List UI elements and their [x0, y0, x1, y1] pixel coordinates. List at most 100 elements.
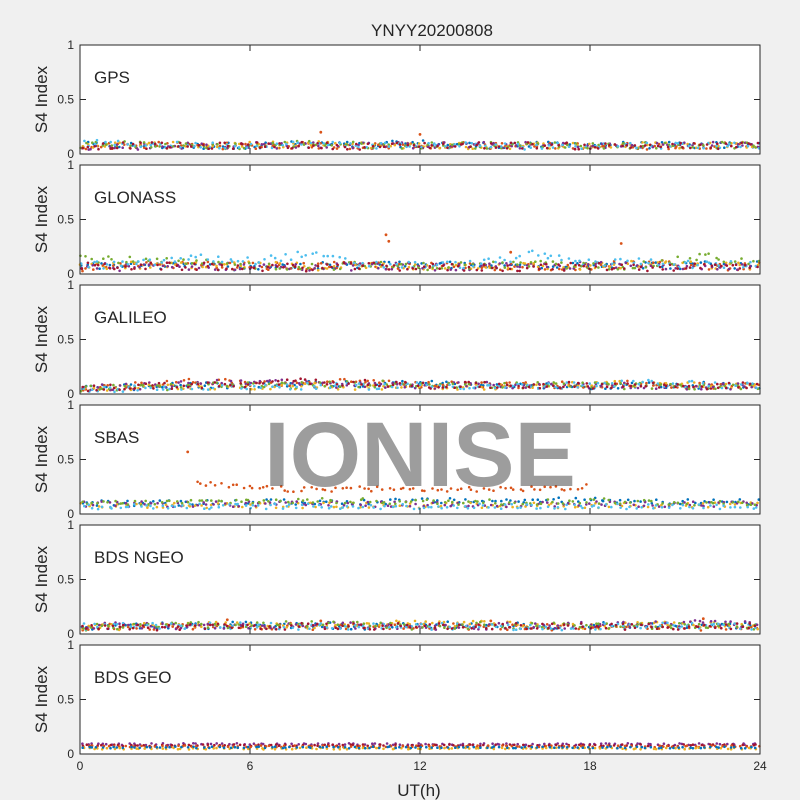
- data-point: [104, 742, 108, 746]
- scatter-points: [80, 617, 759, 632]
- data-point: [358, 148, 362, 151]
- data-point: [408, 502, 412, 505]
- data-point: [84, 385, 88, 388]
- data-point: [142, 263, 146, 266]
- data-point: [543, 485, 546, 489]
- data-point: [564, 507, 567, 511]
- data-point: [522, 743, 525, 747]
- data-point: [513, 743, 516, 747]
- data-point: [200, 625, 203, 629]
- data-point: [702, 504, 705, 508]
- data-point: [495, 383, 499, 386]
- data-point: [176, 500, 179, 503]
- data-point: [215, 746, 218, 750]
- data-point: [387, 143, 391, 146]
- data-point: [446, 268, 449, 272]
- data-point: [278, 626, 282, 629]
- data-point: [191, 505, 195, 508]
- data-point: [477, 628, 480, 631]
- data-point: [142, 744, 146, 747]
- data-point: [129, 147, 132, 150]
- data-point: [303, 382, 307, 386]
- data-point: [166, 145, 170, 148]
- data-point: [258, 381, 261, 385]
- data-point: [712, 622, 715, 626]
- data-point: [258, 379, 262, 383]
- data-point: [525, 627, 528, 631]
- data-point: [136, 623, 140, 627]
- data-point: [373, 385, 377, 389]
- data-point: [354, 263, 357, 267]
- data-point: [637, 505, 640, 509]
- data-point: [140, 744, 143, 748]
- data-point: [345, 140, 349, 144]
- data-point: [357, 145, 360, 149]
- data-point: [334, 141, 337, 145]
- data-point: [309, 144, 313, 147]
- data-point: [440, 488, 443, 491]
- data-point: [718, 507, 722, 511]
- data-point: [688, 257, 692, 260]
- data-point: [565, 141, 568, 144]
- data-point: [424, 620, 428, 623]
- data-point: [265, 627, 268, 631]
- data-point: [323, 488, 327, 492]
- data-point: [740, 257, 743, 260]
- data-point: [163, 385, 166, 389]
- data-point: [491, 499, 494, 503]
- data-point: [692, 381, 696, 384]
- data-point: [521, 502, 524, 506]
- data-point: [337, 742, 341, 746]
- data-point: [739, 383, 743, 386]
- data-point: [147, 503, 150, 506]
- data-point: [357, 382, 361, 385]
- data-point: [689, 263, 693, 267]
- data-point: [454, 263, 458, 267]
- data-point: [245, 146, 249, 149]
- data-point: [168, 499, 171, 503]
- data-point: [742, 266, 745, 269]
- data-point: [334, 744, 337, 748]
- data-point: [603, 264, 606, 268]
- data-point: [655, 147, 658, 150]
- data-point: [626, 742, 630, 745]
- data-point: [174, 627, 178, 631]
- data-point: [531, 386, 534, 390]
- data-point: [495, 504, 499, 508]
- data-point: [248, 622, 251, 625]
- data-point: [699, 261, 703, 264]
- data-point: [299, 388, 303, 391]
- data-point: [223, 623, 226, 626]
- data-point: [613, 258, 617, 261]
- data-point: [548, 147, 551, 150]
- data-point: [351, 142, 354, 146]
- data-point: [619, 625, 622, 628]
- scatter-points: [78, 233, 761, 273]
- data-point: [311, 252, 315, 255]
- data-point: [489, 145, 493, 149]
- data-point: [420, 622, 423, 626]
- data-point: [143, 747, 146, 750]
- data-point: [712, 498, 715, 502]
- data-point: [209, 481, 212, 484]
- data-point: [532, 262, 535, 265]
- data-point: [623, 267, 626, 270]
- data-point: [291, 263, 295, 267]
- data-point: [672, 269, 675, 272]
- data-point: [674, 385, 677, 389]
- data-point: [238, 743, 242, 747]
- data-point: [185, 624, 188, 627]
- data-point: [378, 743, 382, 746]
- data-point: [628, 623, 632, 626]
- data-point: [123, 384, 127, 388]
- data-point: [476, 500, 479, 503]
- data-point: [352, 501, 355, 505]
- data-point: [658, 744, 662, 748]
- data-point: [89, 147, 92, 151]
- data-point: [142, 258, 145, 262]
- data-point: [262, 142, 266, 146]
- data-point: [388, 487, 392, 490]
- data-point: [516, 142, 520, 146]
- data-point: [255, 141, 259, 144]
- data-point: [641, 267, 645, 270]
